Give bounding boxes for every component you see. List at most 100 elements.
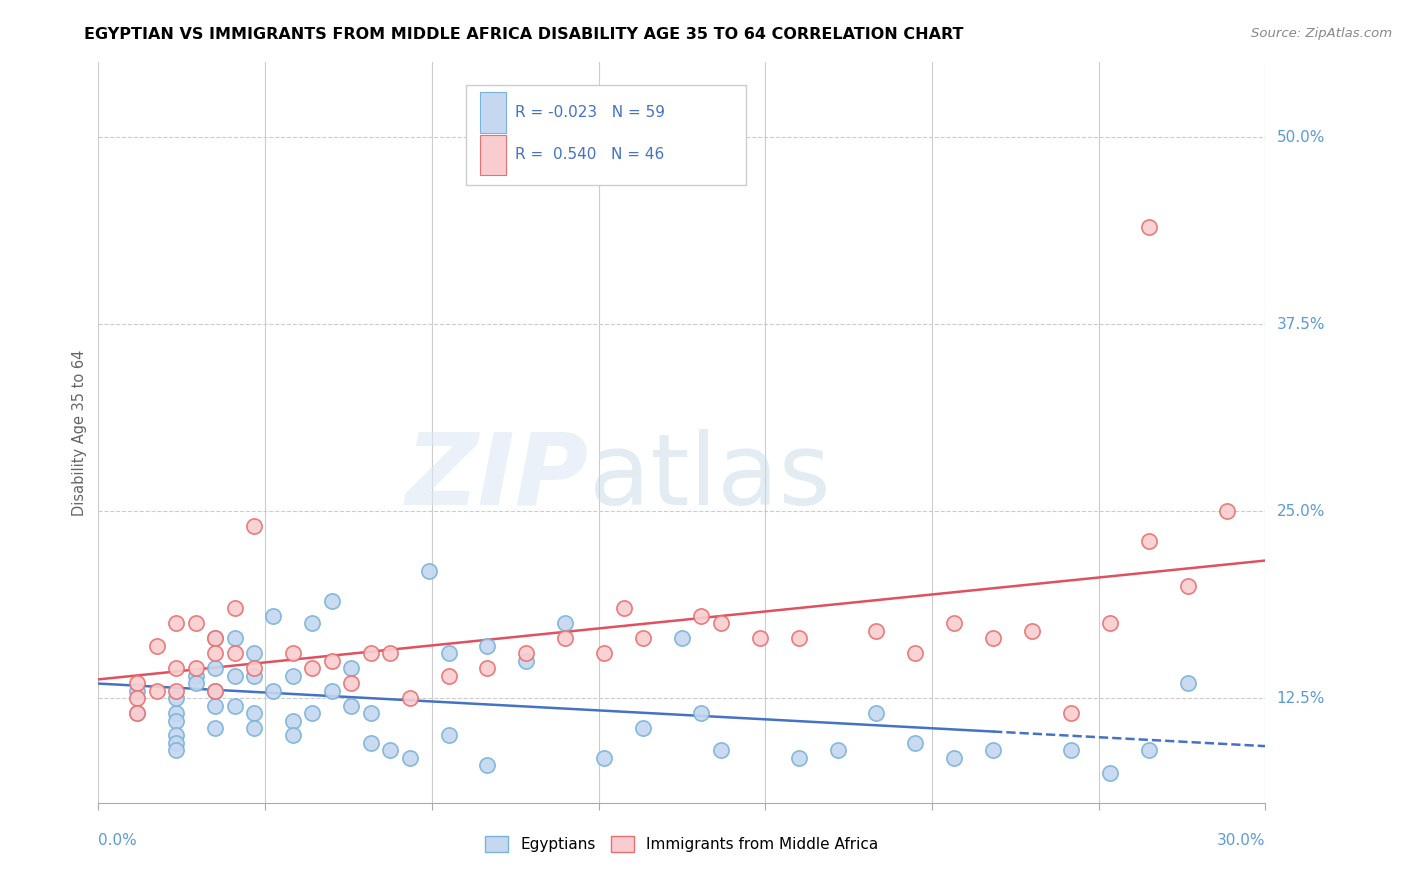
Point [340, 676, 363, 690]
Point [281, 714, 304, 728]
Point [281, 646, 304, 660]
Point [184, 661, 207, 675]
Text: 30.0%: 30.0% [1218, 833, 1265, 848]
Point [204, 632, 226, 646]
Point [360, 646, 382, 660]
Text: R =  0.540   N = 46: R = 0.540 N = 46 [515, 147, 664, 162]
Point [243, 668, 266, 682]
Point [340, 661, 363, 675]
Point [515, 646, 537, 660]
Text: R = -0.023   N = 59: R = -0.023 N = 59 [515, 105, 665, 120]
Text: 0.0%: 0.0% [98, 833, 138, 848]
Point [165, 729, 187, 743]
Point [321, 683, 343, 698]
Point [127, 676, 149, 690]
Point [593, 646, 616, 660]
Point [146, 639, 169, 653]
Legend: Egyptians, Immigrants from Middle Africa: Egyptians, Immigrants from Middle Africa [479, 830, 884, 858]
Point [184, 676, 207, 690]
Point [281, 729, 304, 743]
FancyBboxPatch shape [465, 85, 747, 185]
Text: Source: ZipAtlas.com: Source: ZipAtlas.com [1251, 27, 1392, 40]
Point [981, 743, 1004, 757]
Point [281, 668, 304, 682]
Point [243, 519, 266, 533]
Point [204, 683, 226, 698]
Text: 25.0%: 25.0% [1277, 504, 1324, 518]
Point [165, 743, 187, 757]
Point [1215, 504, 1237, 518]
Point [1137, 534, 1160, 549]
Point [127, 683, 149, 698]
Point [827, 743, 849, 757]
Point [418, 564, 440, 578]
Point [262, 683, 284, 698]
Point [224, 668, 246, 682]
Point [127, 706, 149, 720]
Point [165, 661, 187, 675]
Point [1177, 676, 1199, 690]
Text: atlas: atlas [589, 428, 830, 525]
Point [184, 668, 207, 682]
Text: 37.5%: 37.5% [1277, 317, 1324, 332]
Point [710, 616, 733, 631]
Point [321, 594, 343, 608]
Point [865, 706, 887, 720]
Point [1060, 743, 1083, 757]
Point [204, 632, 226, 646]
Point [477, 661, 499, 675]
Point [1098, 616, 1121, 631]
Point [301, 616, 323, 631]
Point [1098, 765, 1121, 780]
Point [690, 706, 713, 720]
Point [690, 608, 713, 623]
Point [165, 691, 187, 706]
Point [1177, 579, 1199, 593]
Point [321, 654, 343, 668]
Point [360, 736, 382, 750]
Point [1060, 706, 1083, 720]
Point [613, 601, 636, 615]
Point [243, 721, 266, 735]
Point [398, 751, 420, 765]
Point [243, 661, 266, 675]
Bar [479, 135, 506, 176]
Point [127, 691, 149, 706]
Bar [479, 93, 506, 133]
Point [437, 729, 460, 743]
Point [243, 706, 266, 720]
Point [224, 646, 246, 660]
Point [146, 683, 169, 698]
Point [184, 616, 207, 631]
Point [710, 743, 733, 757]
Y-axis label: Disability Age 35 to 64: Disability Age 35 to 64 [72, 350, 87, 516]
Point [165, 714, 187, 728]
Point [904, 646, 927, 660]
Point [477, 758, 499, 772]
Point [904, 736, 927, 750]
Point [943, 751, 966, 765]
Text: 12.5%: 12.5% [1277, 690, 1324, 706]
Point [943, 616, 966, 631]
Point [224, 698, 246, 713]
Point [631, 721, 654, 735]
Point [671, 632, 693, 646]
Point [165, 706, 187, 720]
Point [437, 668, 460, 682]
Point [748, 632, 770, 646]
Point [262, 608, 284, 623]
Point [301, 706, 323, 720]
Point [554, 616, 576, 631]
Point [165, 736, 187, 750]
Point [204, 698, 226, 713]
Point [204, 661, 226, 675]
Point [787, 632, 810, 646]
Point [631, 632, 654, 646]
Point [165, 616, 187, 631]
Point [380, 646, 402, 660]
Point [1137, 743, 1160, 757]
Point [865, 624, 887, 638]
Point [981, 632, 1004, 646]
Point [437, 646, 460, 660]
Point [477, 639, 499, 653]
